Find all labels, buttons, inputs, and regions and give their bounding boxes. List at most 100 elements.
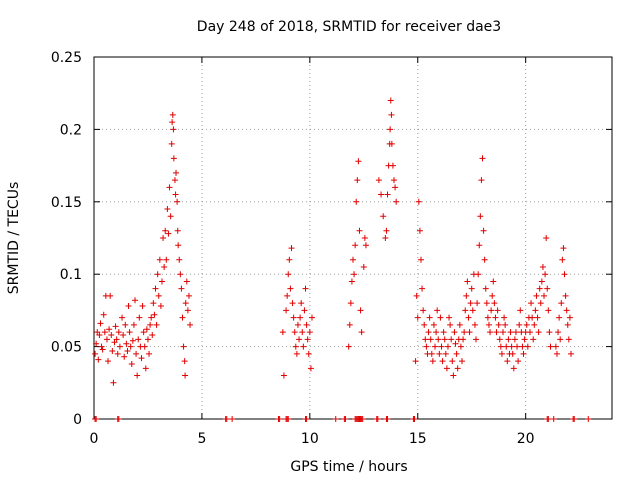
data-point	[463, 292, 470, 299]
data-point	[502, 321, 509, 328]
data-point	[360, 263, 367, 270]
data-point	[176, 256, 183, 263]
data-point	[114, 350, 121, 357]
data-point	[467, 300, 474, 307]
data-point	[521, 336, 528, 343]
data-point	[280, 372, 287, 379]
data-point	[560, 245, 567, 252]
data-point	[542, 271, 549, 278]
y-tick-label: 0.2	[60, 122, 82, 138]
data-point	[419, 285, 426, 292]
data-point	[539, 263, 546, 270]
data-point	[108, 332, 115, 339]
data-point	[519, 343, 526, 350]
data-point	[187, 321, 194, 328]
data-point	[452, 340, 459, 347]
data-point	[550, 416, 557, 422]
data-point	[143, 326, 150, 333]
data-point	[162, 227, 169, 234]
data-point	[174, 227, 181, 234]
data-point	[492, 314, 499, 321]
data-point	[375, 177, 382, 184]
data-point	[425, 329, 432, 336]
data-point	[544, 285, 551, 292]
data-point	[359, 416, 366, 422]
x-axis-label: GPS time / hours	[290, 459, 407, 475]
data-point	[154, 271, 161, 278]
data-point	[457, 343, 464, 350]
data-point	[480, 227, 487, 234]
data-point	[505, 336, 512, 343]
data-point	[93, 416, 100, 422]
data-point	[464, 278, 471, 285]
data-point	[299, 329, 306, 336]
data-point	[382, 235, 389, 241]
data-point	[177, 271, 184, 278]
data-point	[92, 350, 99, 357]
data-point	[512, 329, 519, 336]
data-point	[127, 343, 134, 350]
data-point	[306, 329, 313, 336]
data-point	[147, 321, 154, 328]
data-point	[165, 230, 172, 237]
data-point	[153, 321, 160, 328]
data-point	[308, 314, 315, 321]
data-point	[488, 307, 495, 314]
data-point	[427, 336, 434, 343]
data-point	[140, 329, 147, 336]
data-point	[182, 372, 189, 379]
data-point	[388, 140, 395, 147]
data-point	[103, 336, 110, 343]
data-point	[151, 311, 158, 318]
data-point	[500, 329, 507, 336]
x-tick-label: 15	[409, 431, 427, 447]
x-tick-label: 20	[517, 431, 535, 447]
data-point	[332, 416, 339, 422]
data-point	[426, 314, 433, 321]
data-point	[126, 329, 133, 336]
data-point	[474, 300, 481, 307]
data-point	[388, 111, 395, 118]
data-point	[171, 177, 178, 184]
data-point	[534, 314, 541, 321]
data-point	[347, 300, 354, 307]
data-point	[303, 321, 310, 328]
data-point	[436, 350, 443, 357]
data-point	[450, 372, 457, 379]
data-point	[508, 343, 515, 350]
data-point	[307, 365, 314, 372]
data-point	[509, 350, 516, 357]
data-point	[533, 292, 540, 299]
data-point	[183, 278, 190, 285]
data-point	[483, 300, 490, 307]
data-point	[443, 365, 450, 372]
data-point	[144, 336, 151, 343]
data-point	[304, 336, 311, 343]
data-point	[164, 206, 171, 213]
data-point	[155, 292, 162, 299]
data-point	[298, 300, 305, 307]
data-point	[355, 158, 362, 165]
data-point	[146, 350, 153, 357]
data-point	[166, 184, 173, 191]
data-point	[348, 278, 355, 285]
data-point	[358, 329, 365, 336]
data-point	[384, 416, 391, 422]
data-point	[516, 321, 523, 328]
data-point	[296, 336, 303, 343]
data-point	[484, 314, 491, 321]
data-point	[517, 307, 524, 314]
data-point	[356, 227, 363, 234]
data-point	[158, 278, 165, 285]
data-point	[354, 177, 361, 184]
data-point	[494, 307, 501, 314]
data-point	[476, 242, 483, 249]
data-point	[477, 213, 484, 220]
data-point	[466, 329, 473, 336]
data-point	[493, 329, 500, 336]
data-point	[149, 332, 156, 339]
data-point	[528, 300, 535, 307]
data-point	[571, 416, 578, 422]
data-point	[557, 336, 564, 343]
